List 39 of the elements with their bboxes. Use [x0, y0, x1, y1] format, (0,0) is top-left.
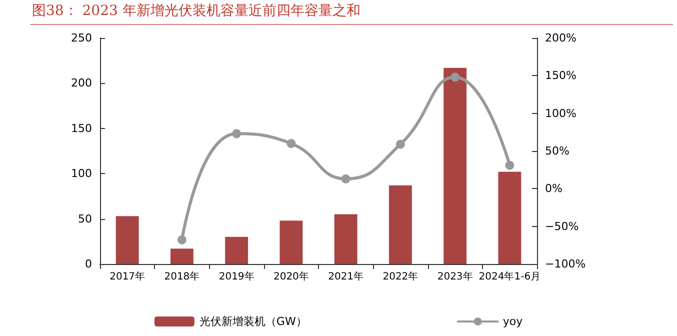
y2-tick-label: 0%: [545, 182, 562, 196]
point: [450, 72, 460, 82]
legend-label: 光伏新增装机（GW）: [199, 315, 307, 328]
legend-label: yoy: [502, 315, 524, 328]
y2-tick-label: −50%: [545, 220, 579, 233]
chart-title: 图38： 2023 年新增光伏装机容量近前四年容量之和: [32, 2, 360, 20]
x-tick-label: 2024年1-6月: [478, 270, 541, 282]
bar: [444, 68, 467, 264]
point: [286, 138, 296, 148]
bar: [225, 236, 248, 264]
point: [505, 160, 514, 170]
bar: [334, 214, 358, 264]
y-tick-label: 100: [71, 167, 92, 180]
x-tick-label: 2021年: [328, 270, 364, 282]
bar: [280, 220, 303, 264]
bar: [388, 185, 412, 264]
x-tick-label: 2020年: [273, 270, 309, 282]
y-tick-label: 200: [71, 76, 92, 90]
point: [232, 129, 242, 138]
y2-tick-label: −100%: [545, 258, 586, 270]
x-tick-label: 2022年: [382, 270, 418, 282]
bar: [498, 172, 522, 264]
x-tick-label: 2017年: [110, 270, 146, 282]
point: [396, 140, 405, 149]
y2-tick-label: 100%: [545, 106, 576, 120]
y2-tick-label: 50%: [545, 144, 570, 158]
point: [177, 235, 186, 244]
bar: [116, 216, 139, 264]
y-tick-label: 0: [85, 258, 92, 270]
y2-tick-label: 200%: [545, 32, 576, 44]
point: [341, 174, 350, 184]
y-tick-label: 50: [78, 212, 92, 226]
x-tick-label: 2019年: [218, 270, 254, 282]
y-tick-label: 150: [71, 122, 92, 135]
y2-tick-label: 150%: [545, 69, 576, 82]
bar: [170, 248, 194, 264]
x-tick-label: 2018年: [164, 270, 200, 282]
y-tick-label: 250: [71, 32, 92, 44]
x-tick-label: 2023年: [437, 270, 473, 282]
